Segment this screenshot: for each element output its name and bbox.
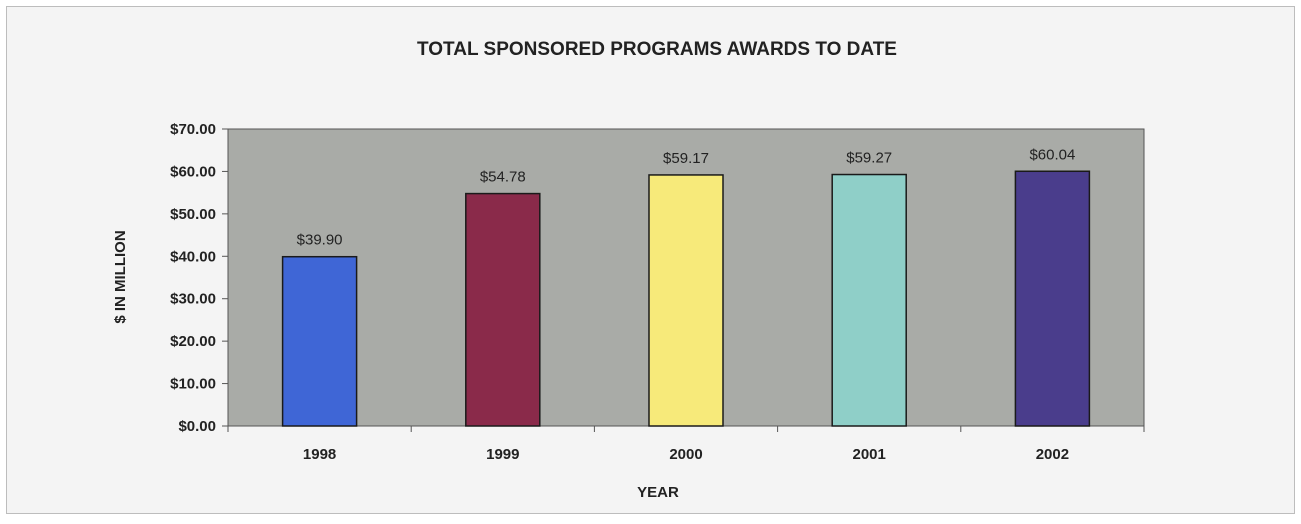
bar-1999 bbox=[465, 192, 541, 427]
data-label-2000: $59.17 bbox=[663, 150, 709, 167]
y-tick-label: $20.00 bbox=[170, 333, 216, 350]
bar-2002 bbox=[1014, 170, 1091, 427]
bar-2000 bbox=[648, 174, 724, 427]
y-tick-label: $70.00 bbox=[170, 121, 216, 138]
x-tick-label: 2002 bbox=[1036, 446, 1069, 463]
data-labels: $39.90 $54.78 $59.17 $59.27 $60.04 bbox=[297, 146, 1076, 248]
y-tick-label: $10.00 bbox=[170, 376, 216, 393]
chart-title: TOTAL SPONSORED PROGRAMS AWARDS TO DATE bbox=[417, 39, 897, 60]
bars bbox=[281, 170, 1091, 427]
y-axis-title: $ IN MILLION bbox=[112, 230, 129, 323]
x-tick-label: 1998 bbox=[303, 446, 336, 463]
x-axis: 1998 1999 2000 2001 2002 bbox=[227, 426, 1145, 463]
bar-2001 bbox=[831, 173, 907, 427]
y-tick-label: $50.00 bbox=[170, 206, 216, 223]
data-label-1998: $39.90 bbox=[297, 232, 343, 249]
y-tick-label: $30.00 bbox=[170, 291, 216, 308]
bar-1998 bbox=[281, 255, 358, 427]
x-tick-label: 2001 bbox=[853, 446, 886, 463]
data-label-1999: $54.78 bbox=[480, 169, 526, 186]
bar-chart: TOTAL SPONSORED PROGRAMS AWARDS TO DATE … bbox=[112, 39, 1145, 501]
y-tick-label: $60.00 bbox=[170, 163, 216, 180]
y-tick-label: $0.00 bbox=[178, 418, 216, 435]
data-label-2002: $60.04 bbox=[1029, 146, 1075, 163]
x-axis-title: YEAR bbox=[637, 484, 679, 501]
y-axis: $0.00 $10.00 $20.00 $30.00 $40.00 $50.00 $60.0… bbox=[170, 121, 228, 435]
x-tick-label: 1999 bbox=[486, 446, 519, 463]
chart-frame: TOTAL SPONSORED PROGRAMS AWARDS TO DATE … bbox=[6, 6, 1295, 514]
y-tick-label: $40.00 bbox=[170, 248, 216, 265]
x-tick-label: 2000 bbox=[669, 446, 702, 463]
data-label-2001: $59.27 bbox=[846, 150, 892, 167]
